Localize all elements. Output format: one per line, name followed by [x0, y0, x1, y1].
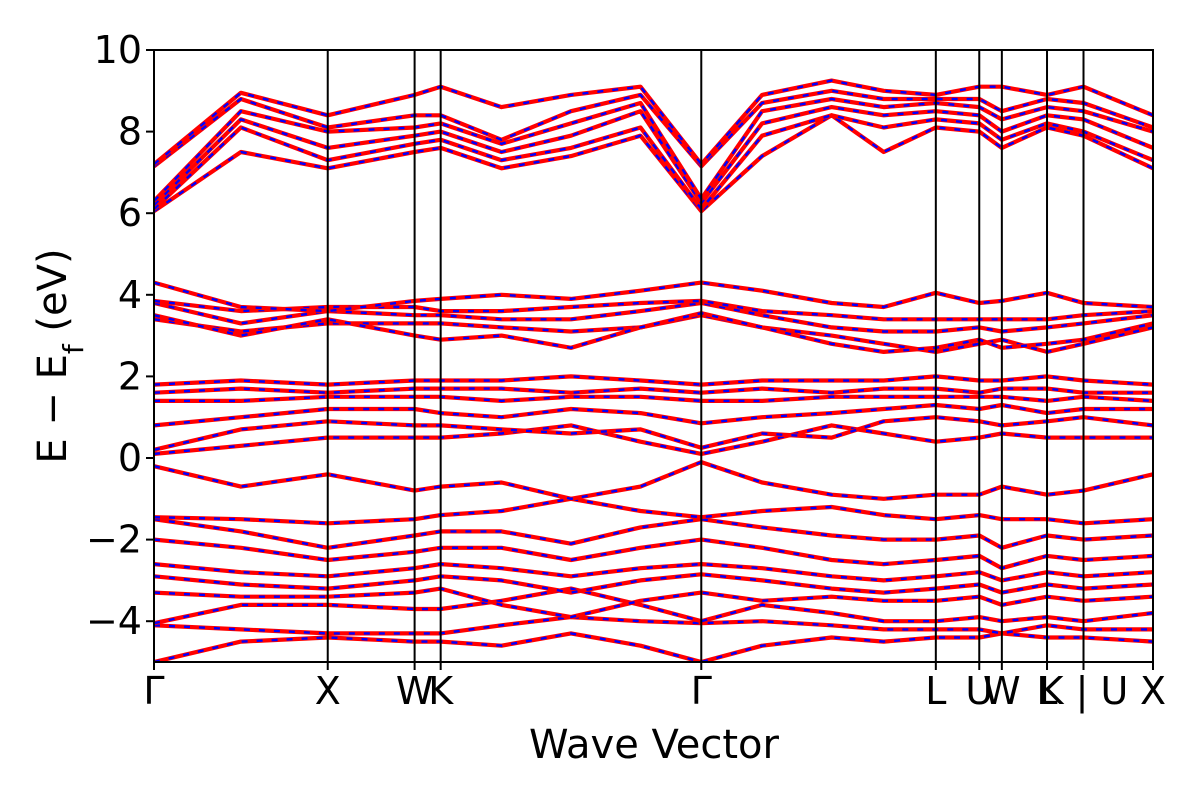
y-tick-label: 0 — [118, 436, 142, 480]
y-axis-label: E − Ef (eV) — [30, 248, 90, 463]
band-12-line — [154, 415, 1153, 452]
band-14-dashed-line — [154, 395, 1153, 403]
band-27-dashed-line — [154, 79, 1153, 166]
x-tick-label: Γ — [143, 669, 164, 713]
band-10-dashed-line — [154, 460, 1153, 500]
x-tick-label: X — [1140, 669, 1166, 713]
y-tick-label: 8 — [118, 110, 142, 154]
x-tick-label: Γ — [691, 669, 712, 713]
x-tick-label: L — [925, 669, 946, 713]
x-tick-label: W — [396, 669, 434, 713]
band-6-dashed-line — [154, 562, 1153, 582]
band-8-dashed-line — [154, 518, 1153, 549]
band-10-line — [154, 460, 1153, 501]
band-22-dashed-line — [154, 114, 1153, 213]
x-tick-label: U — [965, 669, 993, 713]
band-7-line — [154, 537, 1153, 571]
band-11-line — [154, 423, 1153, 456]
x-tick-label: W — [983, 669, 1021, 713]
y-axis-label-main: E − E — [30, 354, 76, 464]
band-13-dashed-line — [154, 403, 1153, 427]
band-21-line — [154, 280, 1153, 314]
band-15-dashed-line — [154, 387, 1153, 394]
band-5-line — [154, 572, 1153, 595]
y-tick-label: 4 — [118, 273, 142, 317]
band-16-dashed-line — [154, 375, 1153, 386]
y-tick-label: 6 — [118, 191, 142, 235]
band-20-dashed-line — [154, 299, 1153, 321]
y-tick-label: −4 — [86, 599, 142, 643]
band-11-dashed-line — [154, 424, 1153, 456]
band-1-dashed-line — [154, 632, 1153, 662]
band-26-dashed-line — [154, 89, 1153, 168]
high-symmetry-lines — [326, 50, 1085, 662]
y-axis-label-sub: f — [57, 343, 90, 354]
band-9-line — [154, 496, 1153, 526]
band-9-dashed-line — [154, 497, 1153, 525]
band-4-line — [154, 586, 1153, 620]
y-tick-label: −2 — [86, 518, 142, 562]
band-lines — [154, 78, 1153, 662]
x-axis-label: Wave Vector — [529, 722, 780, 768]
band-3-dashed-line — [154, 587, 1153, 625]
y-tick-label: 2 — [118, 354, 142, 398]
band-23-dashed-line — [154, 114, 1153, 211]
band-25-dashed-line — [154, 97, 1153, 202]
band-19-line — [154, 300, 1153, 334]
x-tick-label: K — [428, 669, 454, 713]
x-tick-label: L — [1036, 669, 1057, 713]
x-tick-label: K | U — [1039, 669, 1129, 714]
band-24-dashed-line — [154, 105, 1153, 206]
y-axis-ticks: 10 8 6 4 2 0 −2 −4 — [86, 28, 154, 643]
band-18-dashed-line — [154, 312, 1153, 354]
plot-frame — [153, 49, 1154, 663]
x-tick-label: X — [315, 669, 341, 713]
y-axis-label-unit: (eV) — [30, 248, 76, 344]
y-tick-label: 10 — [94, 28, 142, 72]
band-2-dashed-line — [154, 615, 1153, 635]
